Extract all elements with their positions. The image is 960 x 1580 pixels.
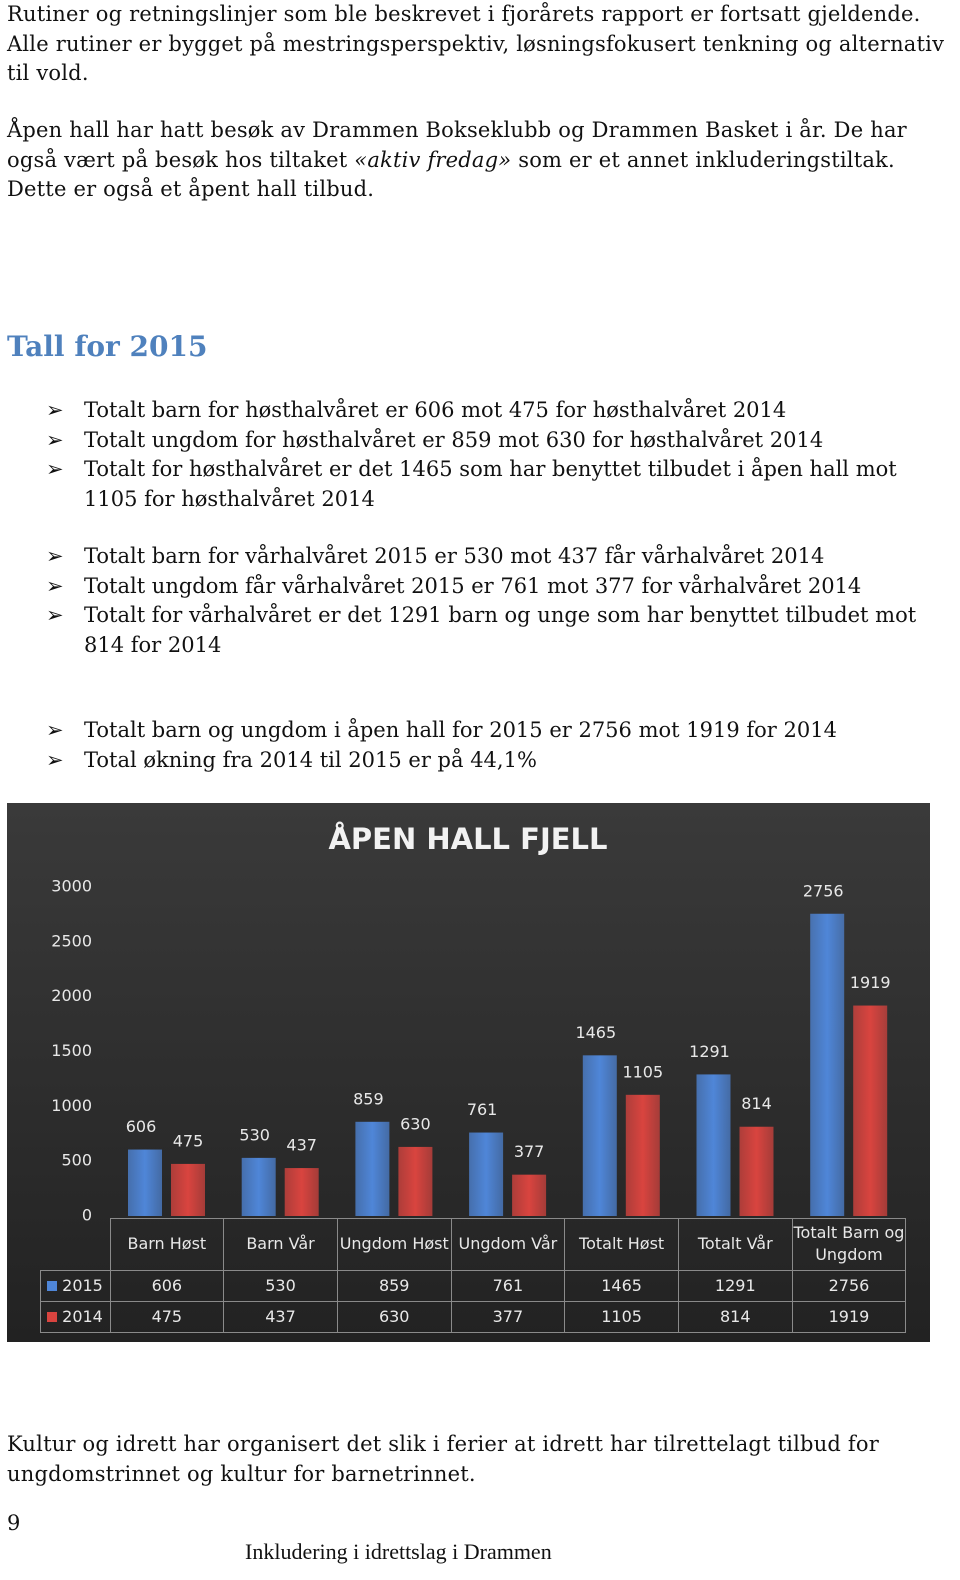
bullet-list: Totalt barn for vårhalvåret 2015 er 530 …	[46, 542, 954, 660]
table-value: 1919	[791, 1300, 907, 1333]
bar	[128, 1149, 162, 1216]
table-value: 475	[109, 1300, 225, 1333]
bar	[696, 1074, 731, 1216]
category-label: Barn Høst	[109, 1217, 225, 1271]
chart: ÅPEN HALL FJELL 0 500 1000 1500 2000 2500 3000…	[7, 803, 930, 1342]
table-value: 606	[109, 1269, 225, 1302]
text: Åpen hall har hatt besøk av Drammen Boks…	[7, 118, 907, 172]
bar	[853, 1005, 888, 1216]
text: som er et annet inkluderingstiltak. Dett…	[7, 147, 895, 202]
data-label: 377	[514, 1142, 545, 1161]
bullet: Totalt ungdom for høsthalvåret er 859 mo…	[46, 426, 954, 456]
bar	[739, 1126, 774, 1216]
bullet: Totalt barn for vårhalvåret 2015 er 530 …	[46, 542, 954, 572]
table-value: 630	[336, 1300, 452, 1333]
bullet: Totalt ungdom får vårhalvåret 2015 er 76…	[46, 572, 954, 602]
footer: Inkludering i idrettslag i Drammen	[245, 1539, 552, 1564]
bar	[582, 1055, 617, 1216]
chart-svg: ÅPEN HALL FJELL 0 500 1000 1500 2000 2500 3000…	[51, 822, 891, 1225]
category-label: Totalt Barn og Ungdom	[791, 1217, 907, 1271]
table-value: 1105	[564, 1300, 679, 1333]
y-tick-label: 2500	[51, 931, 92, 950]
bar	[625, 1094, 660, 1216]
legend-entry: 2015	[39, 1269, 111, 1302]
y-tick-label: 3000	[51, 877, 92, 896]
data-label: 630	[400, 1114, 431, 1133]
category-label: Barn Vår	[223, 1217, 338, 1271]
table-value: 377	[450, 1300, 566, 1333]
bullet-list: Totalt barn og ungdom i åpen hall for 20…	[46, 716, 954, 776]
data-table: Barn Høst Barn Vår Ungdom Høst Ungdom Vår To…	[39, 1217, 907, 1333]
paragraph: Rutiner og retningslinjer som ble beskre…	[7, 2, 945, 85]
y-tick-label: 500	[61, 1151, 92, 1170]
bullet: Totalt barn for høsthalvåret er 606 mot …	[46, 396, 954, 426]
data-label: 1291	[689, 1042, 730, 1061]
bullet: Totalt for vårhalvåret er det 1291 barn …	[46, 601, 954, 660]
paragraph: Åpen hall har hatt besøk av Drammen Boks…	[7, 116, 952, 205]
bar	[171, 1163, 205, 1216]
data-label: 1919	[850, 973, 891, 992]
bar	[810, 913, 845, 1216]
y-tick-label: 2000	[51, 986, 92, 1005]
bullet-list: Totalt barn for høsthalvåret er 606 mot …	[46, 396, 954, 514]
data-label: 475	[173, 1131, 204, 1150]
text: «aktiv fredag»	[354, 147, 512, 172]
table-value: 814	[677, 1300, 793, 1333]
y-tick-label: 0	[82, 1206, 92, 1225]
y-tick-label: 1500	[51, 1041, 92, 1060]
heading: Tall for 2015	[7, 330, 208, 363]
category-label: Ungdom Høst	[336, 1217, 452, 1271]
bar	[398, 1146, 433, 1216]
table-corner	[40, 1218, 111, 1271]
y-tick-label: 1000	[51, 1096, 92, 1115]
bullet: Total økning fra 2014 til 2015 er på 44,…	[46, 746, 954, 776]
legend-entry: 2014	[39, 1300, 111, 1333]
data-label: 2756	[803, 881, 844, 900]
legend-label: 2014	[62, 1306, 103, 1326]
data-label: 761	[467, 1100, 498, 1119]
bullet: Totalt for høsthalvåret er det 1465 som …	[46, 455, 954, 514]
data-label: 437	[286, 1136, 317, 1155]
table-value: 530	[223, 1269, 338, 1302]
table-value: 859	[336, 1269, 452, 1302]
category-label: Ungdom Vår	[450, 1217, 566, 1271]
bar	[469, 1132, 504, 1216]
data-label: 1105	[622, 1062, 663, 1081]
table-value: 1291	[677, 1269, 793, 1302]
table-value: 761	[450, 1269, 566, 1302]
bar	[355, 1121, 390, 1216]
legend-label: 2015	[62, 1275, 103, 1295]
bar	[284, 1168, 319, 1216]
table-value: 2756	[791, 1269, 907, 1302]
category-label: Totalt Høst	[564, 1217, 679, 1271]
bar	[512, 1174, 547, 1216]
data-label: 530	[239, 1125, 270, 1144]
data-label: 814	[741, 1094, 772, 1113]
legend-key	[47, 1311, 58, 1322]
bar	[241, 1157, 276, 1216]
legend-key	[47, 1280, 58, 1291]
data-label: 859	[353, 1089, 384, 1108]
category-label: Totalt Vår	[677, 1217, 793, 1271]
data-label: 1465	[575, 1023, 616, 1042]
chart-title: ÅPEN HALL FJELL	[328, 822, 607, 856]
data-label: 606	[126, 1117, 157, 1136]
table-value: 1465	[564, 1269, 679, 1302]
bullet: Totalt barn og ungdom i åpen hall for 20…	[46, 716, 954, 746]
paragraph: Kultur og idrett har organisert det slik…	[7, 1432, 879, 1486]
page-number: 9	[7, 1511, 21, 1535]
table-value: 437	[223, 1300, 338, 1333]
